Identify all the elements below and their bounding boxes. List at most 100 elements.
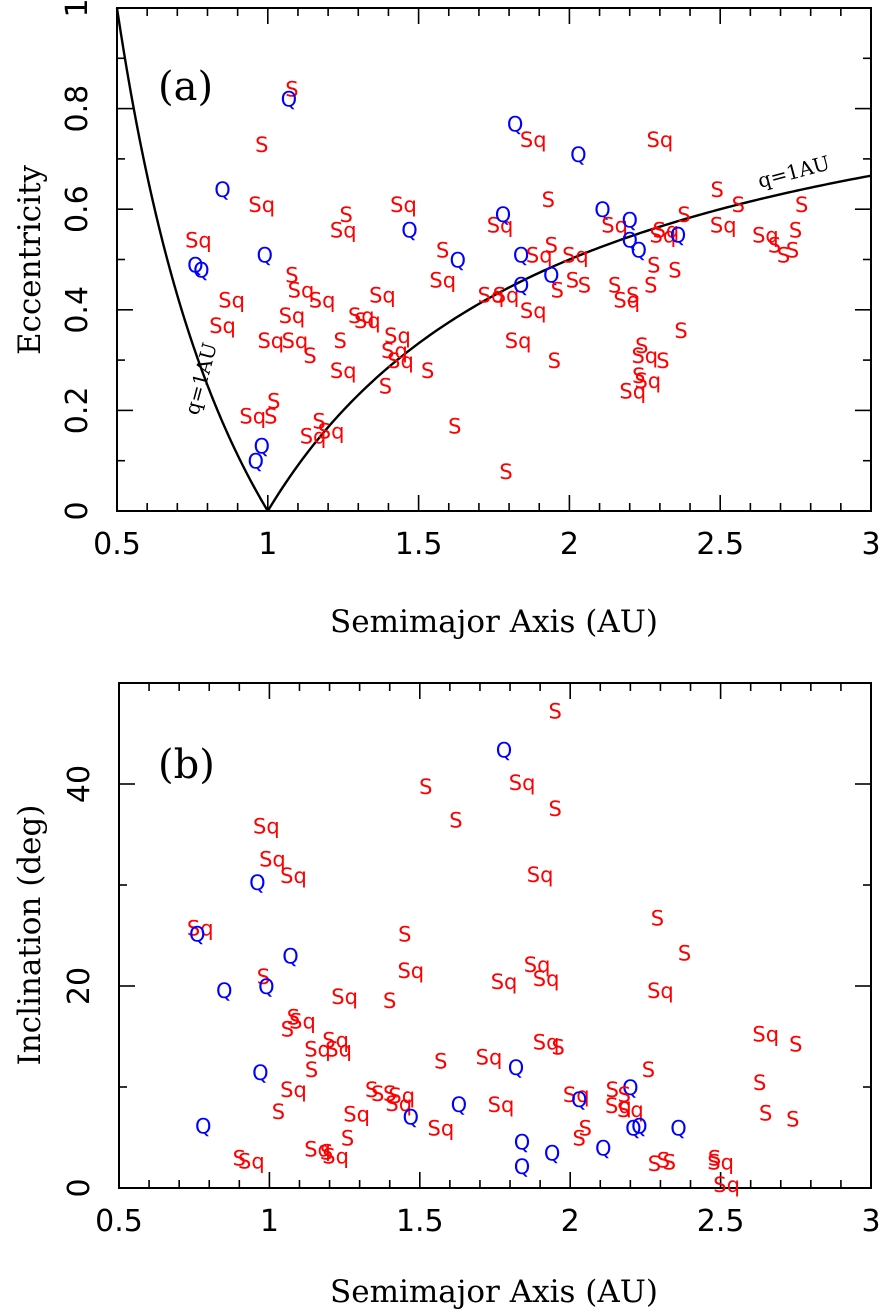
data-point-s: S xyxy=(341,1127,354,1151)
data-point-q: Q xyxy=(450,249,467,273)
data-point-sq: Sq xyxy=(388,1084,415,1108)
data-point-s: S xyxy=(383,989,396,1013)
data-point-s: S xyxy=(708,1147,721,1171)
data-point-s: S xyxy=(272,1100,285,1124)
data-point-sq: Sq xyxy=(369,284,396,308)
data-point-sq: Sq xyxy=(218,289,245,313)
data-point-sq: Sq xyxy=(300,425,327,449)
panel-a-data-points: SQSQSqSqQQQSqSqSSqSqSqSqSqSSqSSqSqSSqSqS… xyxy=(185,77,808,483)
data-point-q: Q xyxy=(514,1131,531,1155)
x-tick-label: 3 xyxy=(861,527,880,562)
data-point-q: Q xyxy=(187,254,204,278)
data-point-s: S xyxy=(551,1036,564,1060)
data-point-sq: Sq xyxy=(631,344,658,368)
data-point-s: S xyxy=(668,259,681,283)
y-tick-label: 0.8 xyxy=(60,85,95,133)
data-point-s: S xyxy=(499,460,512,484)
data-point-s: S xyxy=(647,254,660,278)
data-point-sq: Sq xyxy=(752,223,779,247)
x-tick-label: 2 xyxy=(561,1204,580,1239)
data-point-s: S xyxy=(608,274,621,298)
data-point-sq: Sq xyxy=(429,269,456,293)
data-point-q: Q xyxy=(281,88,298,112)
data-point-s: S xyxy=(257,965,270,989)
data-point-sq: Sq xyxy=(348,304,375,328)
data-point-s: S xyxy=(285,264,298,288)
data-point-s: S xyxy=(281,1017,294,1041)
data-point-q: Q xyxy=(625,1116,642,1140)
data-point-s: S xyxy=(545,233,558,257)
data-point-s: S xyxy=(786,1107,799,1131)
data-point-s: S xyxy=(606,1078,619,1102)
panel-a-frame xyxy=(116,7,872,512)
data-point-q: Q xyxy=(571,1088,588,1112)
data-point-sq: Sq xyxy=(279,304,306,328)
data-point-sq: Sq xyxy=(562,243,589,267)
data-point-s: S xyxy=(267,389,280,413)
data-point-s: S xyxy=(786,238,799,262)
data-point-sq: Sq xyxy=(288,279,315,303)
data-point-s: S xyxy=(421,359,434,383)
data-point-s: S xyxy=(303,344,316,368)
data-point-sq: Sq xyxy=(707,1151,734,1175)
data-point-s: S xyxy=(651,906,664,930)
panel-b-ticks: 0.5 1 1.5 2 2.5 3 0 20 40 xyxy=(62,682,881,1239)
data-point-q: Q xyxy=(508,1056,525,1080)
data-point-q: Q xyxy=(595,1137,612,1161)
data-point-sq: Sq xyxy=(526,243,553,267)
data-point-q: Q xyxy=(282,945,299,969)
data-point-q: Q xyxy=(403,1105,420,1129)
data-point-sq: Sq xyxy=(478,284,505,308)
data-point-s: S xyxy=(548,349,561,373)
data-point-sq: Sq xyxy=(647,979,674,1003)
data-point-sq: Sq xyxy=(520,128,547,152)
data-point-sq: Sq xyxy=(601,213,628,237)
data-point-sq: Sq xyxy=(259,848,286,872)
data-point-s: S xyxy=(632,364,645,388)
panel-a-eccentricity-plot: 0.5 1 1.5 2 2.5 300.20.40.60.81 SQSQSqSqQQQSq… xyxy=(12,0,881,640)
x-tick-label: 1.5 xyxy=(395,527,443,562)
data-point-s: S xyxy=(648,1152,661,1176)
x-tick-label: 1.5 xyxy=(396,1204,444,1239)
data-point-s: S xyxy=(548,797,561,821)
data-point-s: S xyxy=(663,1151,676,1175)
x-tick-label: 0.5 xyxy=(95,1204,143,1239)
data-point-sq: Sq xyxy=(647,128,674,152)
panel-a-label: (a) xyxy=(158,64,213,110)
data-point-sq: Sq xyxy=(563,1083,590,1107)
data-point-sq: Sq xyxy=(524,953,551,977)
data-point-q: Q xyxy=(621,228,638,252)
data-point-sq: Sq xyxy=(280,864,307,888)
data-point-s: S xyxy=(644,274,657,298)
data-point-q: Q xyxy=(670,223,687,247)
data-point-sq: Sq xyxy=(187,916,214,940)
data-point-sq: Sq xyxy=(527,863,554,887)
data-point-s: S xyxy=(340,203,353,227)
panel-b-y-axis-title: Inclination (deg) xyxy=(12,805,48,1066)
data-point-sq: Sq xyxy=(330,359,357,383)
data-point-q: Q xyxy=(622,1076,639,1100)
data-point-s: S xyxy=(573,1127,586,1151)
panel-a-y-axis-title: Eccentricity xyxy=(12,164,48,355)
data-point-sq: Sq xyxy=(505,329,532,353)
data-point-sq: Sq xyxy=(619,379,646,403)
data-point-sq: Sq xyxy=(387,349,414,373)
data-point-sq: Sq xyxy=(289,1009,316,1033)
data-point-q: Q xyxy=(252,1061,269,1085)
data-point-q: Q xyxy=(193,259,210,283)
data-point-s: S xyxy=(566,269,579,293)
data-point-s: S xyxy=(626,284,639,308)
data-point-s: S xyxy=(436,238,449,262)
x-tick-label: 3 xyxy=(861,1204,880,1239)
data-point-q: Q xyxy=(513,274,530,298)
q-curve-left xyxy=(115,7,269,512)
y-tick-label: 1 xyxy=(60,0,95,18)
data-point-sq: Sq xyxy=(491,970,518,994)
data-point-s: S xyxy=(542,188,555,212)
data-point-sq: Sq xyxy=(304,1138,331,1162)
data-point-s: S xyxy=(264,404,277,428)
data-point-q: Q xyxy=(257,243,274,267)
data-point-sq: Sq xyxy=(752,1022,779,1046)
data-point-s: S xyxy=(753,1071,766,1095)
